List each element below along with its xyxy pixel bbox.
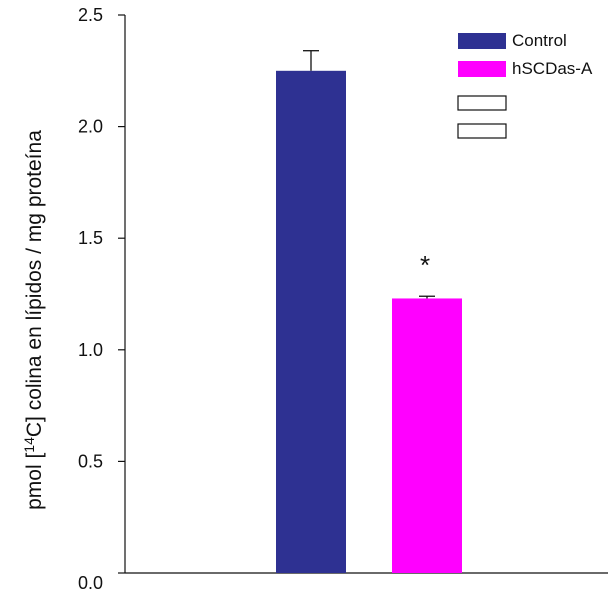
legend-swatch-2 (457, 95, 507, 111)
y-axis-label-part-1: pmol [ (23, 453, 46, 510)
y-axis-label: pmol [14C] colina en lípidos / mg proteí… (21, 130, 46, 510)
error-bars (303, 50, 435, 299)
significance-marker-0: * (420, 250, 430, 280)
annotations: * (420, 250, 430, 280)
y-axis-label-part-2: C] colina en lípidos / mg proteína (23, 130, 46, 437)
y-axis-label-superscript: 14 (21, 437, 37, 453)
y-tick-label-0: 0.0 (78, 573, 103, 593)
y-ticks: 0.0 0.5 1.0 1.5 2.0 2.5 (78, 5, 125, 593)
legend-swatch-3 (457, 123, 507, 139)
y-tick-label-3: 1.5 (78, 228, 103, 248)
bar-hscdas-a (392, 298, 462, 573)
legend-label-1: hSCDas-A (512, 59, 593, 78)
y-tick-label-5: 2.5 (78, 5, 103, 25)
bar-control (276, 70, 346, 574)
legend-label-0: Control (512, 31, 567, 50)
legend: Control hSCDas-A (457, 31, 593, 139)
y-tick-label-4: 2.0 (78, 117, 103, 137)
y-tick-label-2: 1.0 (78, 340, 103, 360)
legend-swatch-0 (458, 33, 506, 49)
bars (276, 70, 462, 574)
legend-swatch-1 (458, 61, 506, 77)
axes (124, 15, 608, 574)
y-tick-label-1: 0.5 (78, 451, 103, 471)
